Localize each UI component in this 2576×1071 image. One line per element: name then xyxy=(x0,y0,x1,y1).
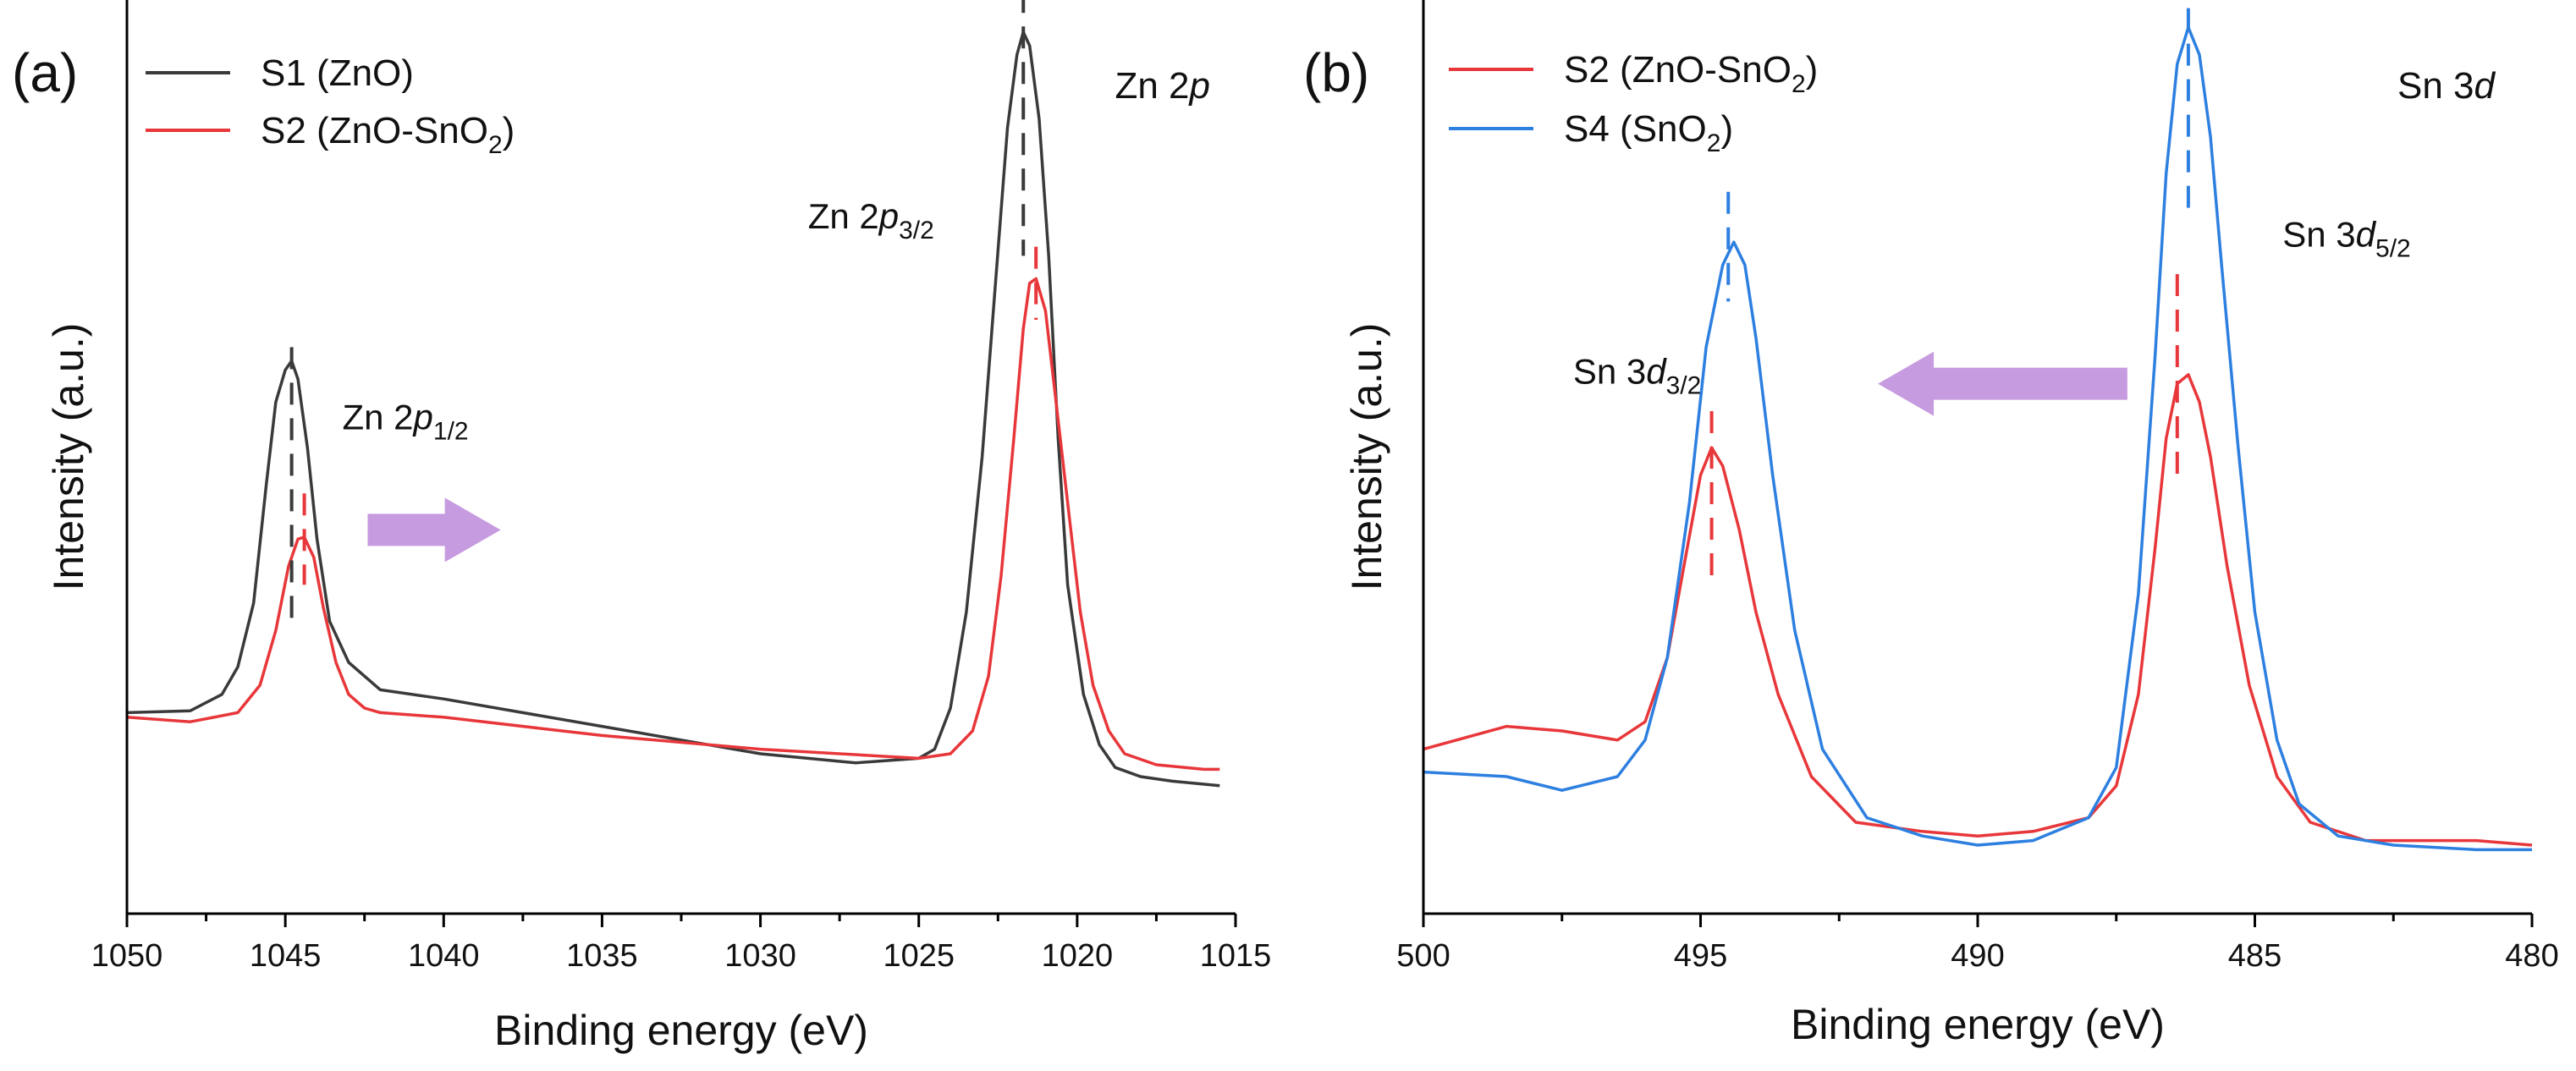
legend-s4-sub: 2 xyxy=(1707,129,1721,157)
series-line-2 xyxy=(127,277,1220,772)
corner-a-italic: p xyxy=(1188,65,1210,107)
shift-arrow-left xyxy=(1878,351,2127,416)
series-group-b xyxy=(1423,25,2532,852)
peak-label-zn-2p1-2: Zn 2p1/2 xyxy=(343,398,469,446)
x-tick-label: 485 xyxy=(2228,938,2282,974)
legend-s4-main: S4 (SnO xyxy=(1564,108,1707,150)
series-line-1 xyxy=(1423,373,2532,847)
legend-s2-main: S2 (ZnO-SnO xyxy=(261,110,488,151)
legend-b-s2-main: S2 (ZnO-SnO xyxy=(1564,49,1792,91)
x-tick-label: 495 xyxy=(1674,938,1727,974)
series-line-2 xyxy=(1423,25,2532,852)
x-ticks-b: 500 495 490 485 480 xyxy=(1396,914,2559,974)
x-axis-title-b: Binding energy (eV) xyxy=(1791,1001,2165,1048)
corner-b-prefix: Sn 3 xyxy=(2397,65,2474,107)
peak-label-sn-3d3-2: Sn 3d3/2 xyxy=(1573,352,1701,400)
shift-arrow-right xyxy=(367,497,501,563)
x-tick-label: 490 xyxy=(1951,938,2004,974)
x-tick-label: 1035 xyxy=(566,938,638,974)
shift-arrow-shape xyxy=(367,497,501,563)
legend-b-s2-close: ) xyxy=(1806,49,1819,91)
corner-a-prefix: Zn 2 xyxy=(1115,65,1189,107)
x-tick-label: 480 xyxy=(2505,938,2558,974)
legend-b: S2 (ZnO-SnO2) S4 (SnO2) xyxy=(1449,49,1818,157)
chart-panel-zn-2p: (a) 1050 1045 1040 1035 1030 1025 1020 1015 Bin… xyxy=(12,0,1271,1054)
panel-label-a: (a) xyxy=(12,42,78,103)
x-tick-label: 1015 xyxy=(1200,938,1272,974)
x-tick-label: 1020 xyxy=(1042,938,1114,974)
legend-entry-s2-b: S2 (ZnO-SnO2) xyxy=(1564,49,1818,98)
corner-b-italic: d xyxy=(2474,65,2496,107)
x-tick-label: 1030 xyxy=(724,938,796,974)
chart-panel-sn-3d: (b) 500 495 490 485 480 Binding energy (eV) … xyxy=(1303,0,2559,1048)
corner-label-zn-2p: Zn 2p xyxy=(1115,65,1210,107)
corner-label-sn-3d: Sn 3d xyxy=(2397,65,2496,107)
legend-a: S1 (ZnO) S2 (ZnO-SnO2) xyxy=(146,52,515,159)
legend-entry-s2: S2 (ZnO-SnO2) xyxy=(261,110,515,159)
legend-entry-s1: S1 (ZnO) xyxy=(261,52,414,94)
x-tick-label: 1050 xyxy=(91,938,163,974)
y-axis-title-a: Intensity (a.u.) xyxy=(45,323,92,591)
peak-annotations-a: Zn 2p1/2 Zn 2p3/2 xyxy=(343,196,934,446)
legend-s4-close: ) xyxy=(1720,108,1733,150)
legend-entry-s4: S4 (SnO2) xyxy=(1564,108,1733,157)
x-tick-label: 1025 xyxy=(883,938,955,974)
panel-label-b: (b) xyxy=(1303,42,1369,103)
dashed-markers-a xyxy=(289,0,1038,622)
legend-s2-close: ) xyxy=(503,110,515,151)
x-axis-title-a: Binding energy (eV) xyxy=(494,1007,868,1054)
shift-arrow-shape xyxy=(1878,351,2127,416)
x-tick-label: 500 xyxy=(1396,938,1450,974)
dashed-markers-b xyxy=(1709,0,2190,585)
series-group-a xyxy=(127,30,1220,788)
legend-b-s2-sub: 2 xyxy=(1792,70,1806,98)
x-tick-label: 1045 xyxy=(250,938,322,974)
x-tick-label: 1040 xyxy=(408,938,480,974)
peak-label-sn-3d5-2: Sn 3d5/2 xyxy=(2282,215,2410,263)
legend-s2-sub: 2 xyxy=(488,131,503,159)
y-axis-title-b: Intensity (a.u.) xyxy=(1343,323,1390,591)
peak-label-zn-2p3-2: Zn 2p3/2 xyxy=(808,196,934,244)
x-ticks-a: 1050 1045 1040 1035 1030 1025 1020 1015 xyxy=(91,914,1272,974)
peak-annotations-b: Sn 3d3/2 Sn 3d5/2 xyxy=(1573,215,2411,400)
